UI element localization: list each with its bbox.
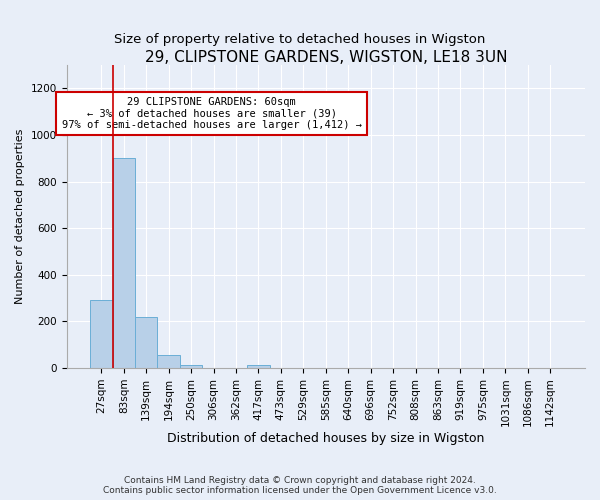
Y-axis label: Number of detached properties: Number of detached properties <box>15 129 25 304</box>
Bar <box>157 355 180 368</box>
Bar <box>90 300 113 368</box>
Bar <box>180 365 202 368</box>
Bar <box>113 158 135 368</box>
Text: Size of property relative to detached houses in Wigston: Size of property relative to detached ho… <box>115 32 485 46</box>
Bar <box>247 365 269 368</box>
Bar <box>135 316 157 368</box>
Text: Contains HM Land Registry data © Crown copyright and database right 2024.
Contai: Contains HM Land Registry data © Crown c… <box>103 476 497 495</box>
Text: 29 CLIPSTONE GARDENS: 60sqm
← 3% of detached houses are smaller (39)
97% of semi: 29 CLIPSTONE GARDENS: 60sqm ← 3% of deta… <box>62 97 362 130</box>
Title: 29, CLIPSTONE GARDENS, WIGSTON, LE18 3UN: 29, CLIPSTONE GARDENS, WIGSTON, LE18 3UN <box>145 50 507 65</box>
X-axis label: Distribution of detached houses by size in Wigston: Distribution of detached houses by size … <box>167 432 484 445</box>
